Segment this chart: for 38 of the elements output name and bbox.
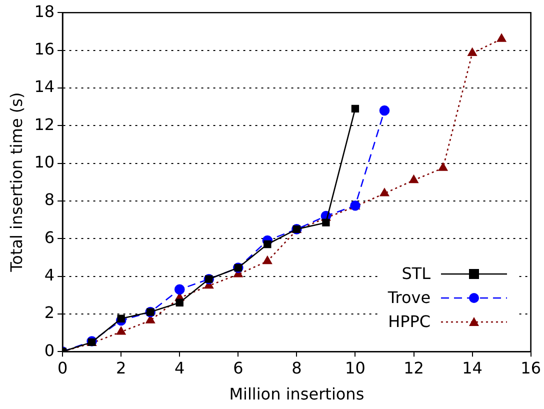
y-tick-label: 6 (44, 228, 55, 247)
x-tick-label: 0 (57, 358, 68, 378)
x-tick-label: 8 (292, 358, 302, 378)
x-tick-label: 12 (404, 358, 424, 378)
legend-label: STL (402, 262, 431, 285)
y-tick-label: 4 (44, 265, 55, 284)
point (176, 298, 184, 306)
x-tick-label: 4 (174, 358, 185, 378)
point (409, 175, 418, 184)
x-tick-label: 10 (345, 358, 366, 378)
point (497, 34, 506, 42)
x-tick-label: 14 (462, 358, 482, 378)
point (380, 188, 390, 196)
point (438, 162, 448, 171)
y-tick-label: 14 (34, 77, 55, 96)
y-tick-label: 18 (34, 2, 55, 21)
x-tick-label: 6 (233, 358, 244, 378)
x-axis-title: Million insertions (229, 384, 364, 404)
legend-label: Trove (388, 286, 431, 309)
x-tick-label: 16 (520, 358, 541, 378)
y-tick-label: 8 (44, 190, 55, 210)
point (117, 314, 125, 322)
y-axis-title: Total insertion time (s) (6, 92, 26, 273)
point (351, 104, 360, 112)
point (468, 48, 477, 56)
y-tick-label: 12 (34, 114, 55, 134)
point (379, 105, 390, 116)
point (262, 256, 272, 264)
y-tick-label: 0 (44, 340, 55, 360)
point (322, 218, 330, 226)
point (116, 326, 126, 335)
x-tick-label: 2 (116, 358, 126, 378)
point (174, 284, 185, 295)
y-tick-label: 16 (34, 39, 55, 58)
legend-label: HPPC (388, 310, 431, 333)
y-tick-label: 2 (44, 303, 55, 322)
y-tick-label: 10 (34, 152, 55, 172)
point (264, 240, 272, 248)
